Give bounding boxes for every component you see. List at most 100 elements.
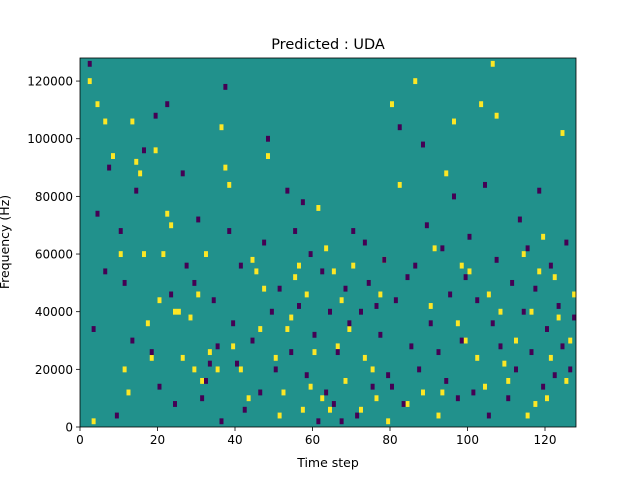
cell-high-22 [188,314,193,321]
cell-low-76 [424,222,429,229]
cell-low-49 [320,268,325,275]
cell-high-9 [134,158,139,165]
cell-high-61 [359,406,363,413]
cell-high-71 [413,78,418,85]
cell-low-50 [324,389,329,396]
x-tick-label-20: 20 [150,433,165,447]
cell-low-73 [413,262,418,269]
cell-high-70 [405,401,410,407]
cell-low-63 [374,303,379,309]
cell-high-102 [556,314,561,321]
cell-high-52 [320,395,325,402]
cell-low-7 [122,279,127,286]
cell-low-75 [421,141,425,148]
cell-low-110 [568,366,573,373]
cell-low-48 [316,418,321,425]
x-tick-label-40: 40 [227,433,242,447]
cell-low-72 [409,343,414,350]
cell-high-91 [506,377,511,384]
cell-low-31 [238,262,243,269]
cell-low-96 [514,366,518,373]
cell-low-93 [498,343,503,350]
cell-low-52 [331,401,336,407]
cell-low-29 [231,320,236,327]
cell-low-25 [215,343,220,350]
cell-high-69 [397,181,402,188]
cell-low-107 [556,303,561,309]
cell-low-53 [335,349,340,356]
cell-low-59 [359,308,363,315]
cell-low-16 [173,401,177,407]
cell-low-60 [362,239,367,246]
cell-high-0 [87,78,92,85]
cell-high-99 [545,395,549,402]
cell-low-23 [207,360,212,367]
cell-high-86 [486,291,491,298]
cell-low-0 [87,60,92,67]
cell-low-74 [417,366,422,373]
cell-high-98 [541,233,546,240]
cell-low-80 [444,377,449,384]
cell-low-64 [378,331,383,338]
cell-low-8 [130,337,135,344]
cell-high-32 [231,343,236,350]
cell-high-28 [215,366,220,373]
cell-low-109 [564,239,569,246]
cell-low-102 [537,187,542,194]
cell-low-77 [428,320,433,327]
y-axis-label: Frequency (Hz) [0,195,12,289]
cell-low-43 [297,303,301,309]
cell-high-56 [335,343,340,350]
cell-low-1 [91,326,96,332]
cell-low-15 [169,291,174,298]
cell-low-5 [114,412,119,419]
cell-low-37 [269,308,274,315]
cell-low-3 [103,268,108,275]
cell-low-83 [455,395,460,402]
cell-high-95 [529,308,534,315]
cell-low-62 [370,383,375,390]
cell-low-10 [142,147,146,154]
cell-low-42 [293,228,298,234]
cell-low-6 [118,228,123,234]
cell-high-97 [537,268,542,275]
cell-high-13 [149,354,154,361]
cell-high-85 [483,383,487,390]
cell-low-87 [471,389,476,396]
cell-low-34 [258,389,263,396]
cell-low-54 [339,418,344,425]
cell-low-12 [153,112,158,119]
cell-high-12 [145,320,150,327]
cell-high-96 [533,401,538,407]
cell-low-81 [448,291,453,298]
cell-low-105 [548,262,553,269]
cell-high-18 [169,222,174,229]
cell-high-62 [362,354,367,361]
cell-low-88 [475,297,480,304]
cell-high-72 [421,389,425,396]
cell-low-103 [541,383,546,390]
y-tick-label-80000: 80000 [35,190,73,204]
cell-high-55 [331,268,336,275]
cell-high-49 [308,383,313,390]
y-tick-label-120000: 120000 [27,75,73,89]
cell-high-100 [548,354,553,361]
cell-low-61 [366,279,371,286]
cell-low-38 [273,366,278,373]
cell-high-88 [494,112,499,119]
cell-low-44 [300,199,305,206]
cell-high-43 [285,326,290,332]
cell-high-40 [273,354,278,361]
cell-low-78 [436,349,441,356]
cell-low-47 [312,331,317,338]
x-tick-label-80: 80 [382,433,397,447]
cell-high-33 [238,366,243,373]
cell-low-84 [459,337,464,344]
cell-high-103 [560,130,565,136]
cell-high-25 [200,377,205,384]
cell-high-105 [568,337,573,344]
cell-low-79 [440,245,445,252]
y-tick-label-40000: 40000 [35,305,73,319]
cell-high-24 [196,291,201,298]
cell-high-80 [459,262,464,269]
